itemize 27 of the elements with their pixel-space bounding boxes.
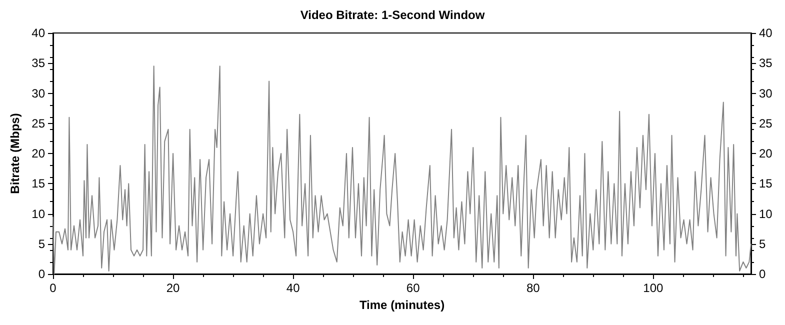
y2-tick-label: 30 bbox=[759, 86, 773, 100]
y2-tick-label: 40 bbox=[759, 26, 773, 40]
y-tick-label: 10 bbox=[32, 206, 46, 221]
x-tick-label: 80 bbox=[526, 281, 540, 295]
y-tick-label: 40 bbox=[32, 26, 46, 40]
y-tick-label: 20 bbox=[32, 146, 46, 160]
x-tick-label: 20 bbox=[166, 281, 180, 295]
y-tick-label: 25 bbox=[32, 116, 46, 130]
y2-tick-label: 0 bbox=[759, 267, 766, 281]
y2-tick-label: 10 bbox=[759, 206, 773, 221]
y2-tick-label: 5 bbox=[759, 236, 766, 251]
y-tick-label: 35 bbox=[32, 56, 46, 70]
x-tick-label: 0 bbox=[50, 281, 57, 295]
y2-tick-label: 15 bbox=[759, 176, 773, 191]
y2-tick-label: 35 bbox=[759, 56, 773, 70]
x-tick-label: 100 bbox=[643, 281, 664, 295]
y2-tick-label: 20 bbox=[759, 146, 773, 160]
y-tick-label: 30 bbox=[32, 86, 46, 100]
y-axis-title: Bitrate (Mbps) bbox=[8, 113, 22, 194]
y-tick-label: 0 bbox=[38, 267, 46, 281]
y2-tick-label: 25 bbox=[759, 116, 773, 130]
y-tick-label: 5 bbox=[38, 236, 46, 251]
x-tick-label: 40 bbox=[286, 281, 300, 295]
y-tick-label: 15 bbox=[32, 176, 46, 191]
chart-title: Video Bitrate: 1-Second Window bbox=[300, 8, 486, 22]
x-axis-title: Time (minutes) bbox=[359, 298, 445, 312]
x-tick-label: 60 bbox=[406, 281, 420, 295]
